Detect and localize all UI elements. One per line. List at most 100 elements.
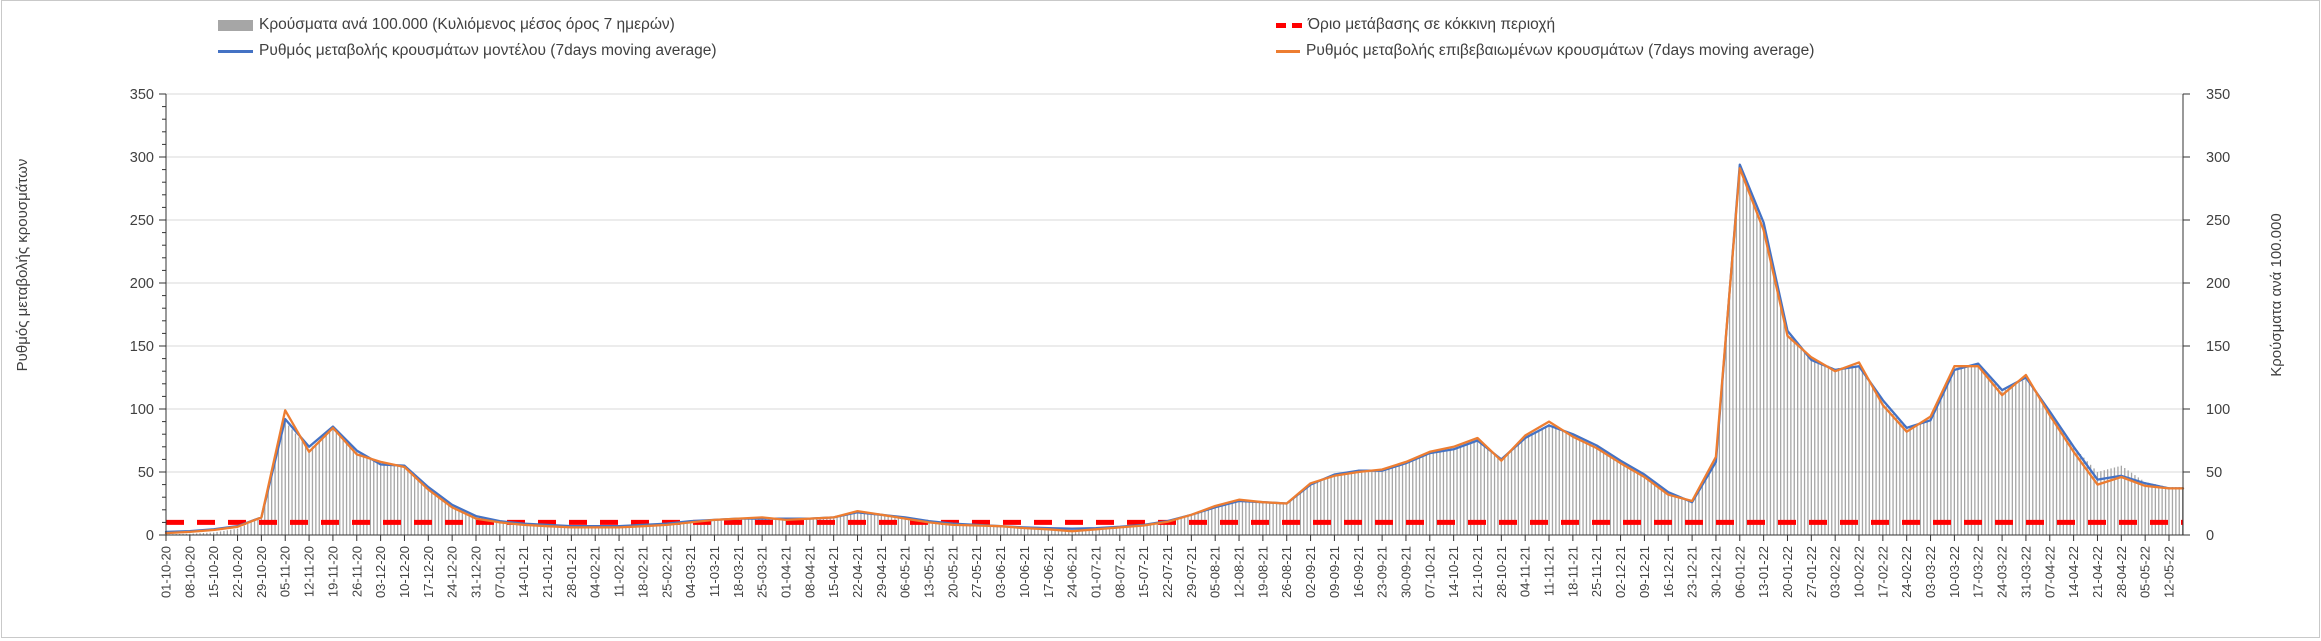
- svg-text:18-03-21: 18-03-21: [731, 546, 746, 598]
- svg-text:03-03-22: 03-03-22: [1923, 546, 1938, 598]
- svg-text:24-03-22: 24-03-22: [1995, 546, 2010, 598]
- svg-text:25-03-21: 25-03-21: [755, 546, 770, 598]
- legend-label: Ρυθμός μεταβολής επιβεβαιωμένων κρουσμάτ…: [1306, 42, 1815, 59]
- legend-item-red-zone-threshold: Όριο μετάβασης σε κόκκινη περιοχή: [1276, 15, 1555, 35]
- svg-text:10-12-20: 10-12-20: [397, 546, 412, 598]
- svg-text:26-08-21: 26-08-21: [1279, 546, 1294, 598]
- svg-text:09-12-21: 09-12-21: [1637, 546, 1652, 598]
- svg-text:07-04-22: 07-04-22: [2042, 546, 2057, 598]
- svg-text:19-08-21: 19-08-21: [1255, 546, 1270, 598]
- svg-text:21-04-22: 21-04-22: [2090, 546, 2105, 598]
- svg-text:02-09-21: 02-09-21: [1303, 546, 1318, 598]
- svg-text:15-07-21: 15-07-21: [1136, 546, 1151, 598]
- svg-text:01-04-21: 01-04-21: [778, 546, 793, 598]
- svg-text:12-11-20: 12-11-20: [302, 546, 317, 597]
- svg-text:22-10-20: 22-10-20: [230, 546, 245, 598]
- svg-text:13-05-21: 13-05-21: [922, 546, 937, 598]
- svg-text:28-01-21: 28-01-21: [564, 546, 579, 598]
- cases-bars: [165, 167, 2184, 536]
- svg-text:50: 50: [138, 465, 154, 481]
- svg-text:150: 150: [130, 339, 154, 355]
- legend-label: Όριο μετάβασης σε κόκκινη περιοχή: [1308, 16, 1556, 33]
- svg-text:06-01-22: 06-01-22: [1732, 546, 1747, 598]
- svg-text:15-04-21: 15-04-21: [826, 546, 841, 598]
- svg-text:17-12-20: 17-12-20: [421, 546, 436, 598]
- legend-label: Ρυθμός μεταβολής κρουσμάτων μοντέλου (7d…: [259, 42, 717, 59]
- svg-text:250: 250: [130, 213, 154, 229]
- svg-text:29-10-20: 29-10-20: [254, 546, 269, 598]
- svg-text:15-10-20: 15-10-20: [206, 546, 221, 598]
- dashed-line-swatch-icon: [1276, 22, 1302, 28]
- svg-text:11-11-21: 11-11-21: [1542, 546, 1557, 596]
- svg-text:22-07-21: 22-07-21: [1160, 546, 1175, 598]
- svg-text:50: 50: [2206, 465, 2222, 481]
- svg-text:100: 100: [130, 402, 154, 418]
- svg-text:04-11-21: 04-11-21: [1518, 546, 1533, 597]
- svg-text:21-10-21: 21-10-21: [1470, 546, 1485, 598]
- svg-text:18-02-21: 18-02-21: [635, 546, 650, 598]
- svg-text:300: 300: [2206, 150, 2230, 166]
- svg-text:23-09-21: 23-09-21: [1375, 546, 1390, 598]
- svg-text:250: 250: [2206, 213, 2230, 229]
- line-swatch-icon: [218, 49, 253, 53]
- svg-text:24-06-21: 24-06-21: [1065, 546, 1080, 598]
- legend-item-cases-per-100k: Κρούσματα ανά 100.000 (Κυλιόμενος μέσος …: [218, 15, 675, 35]
- svg-text:16-12-21: 16-12-21: [1661, 546, 1676, 598]
- svg-text:22-04-21: 22-04-21: [850, 546, 865, 598]
- bar-swatch-icon: [218, 19, 253, 31]
- svg-text:28-10-21: 28-10-21: [1494, 546, 1509, 598]
- svg-text:350: 350: [2206, 87, 2230, 103]
- line-swatch-icon: [1276, 49, 1300, 53]
- svg-text:25-11-21: 25-11-21: [1589, 546, 1604, 597]
- svg-text:10-06-21: 10-06-21: [1017, 546, 1032, 598]
- svg-text:0: 0: [146, 528, 154, 544]
- svg-text:24-02-22: 24-02-22: [1899, 546, 1914, 598]
- svg-text:26-11-20: 26-11-20: [349, 546, 364, 597]
- svg-text:06-05-21: 06-05-21: [898, 546, 913, 598]
- svg-text:27-05-21: 27-05-21: [969, 546, 984, 598]
- svg-text:05-08-21: 05-08-21: [1208, 546, 1223, 598]
- svg-text:30-12-21: 30-12-21: [1708, 546, 1723, 598]
- svg-text:14-01-21: 14-01-21: [516, 546, 531, 598]
- svg-text:19-11-20: 19-11-20: [325, 546, 340, 597]
- svg-text:27-01-22: 27-01-22: [1804, 546, 1819, 598]
- svg-text:31-12-20: 31-12-20: [468, 546, 483, 598]
- svg-text:03-06-21: 03-06-21: [993, 546, 1008, 598]
- svg-text:16-09-21: 16-09-21: [1351, 546, 1366, 598]
- svg-text:12-05-22: 12-05-22: [2162, 546, 2177, 598]
- svg-text:24-12-20: 24-12-20: [445, 546, 460, 598]
- confirmed-rate-line: [164, 167, 2185, 535]
- svg-text:08-04-21: 08-04-21: [802, 546, 817, 598]
- svg-text:17-06-21: 17-06-21: [1041, 546, 1056, 598]
- legend-item-confirmed-rate: Ρυθμός μεταβολής επιβεβαιωμένων κρουσμάτ…: [1276, 41, 1814, 61]
- svg-text:200: 200: [130, 276, 154, 292]
- svg-text:03-12-20: 03-12-20: [373, 546, 388, 598]
- left-axis-title: Ρυθμός μεταβολής κρουσμάτων: [14, 159, 31, 372]
- svg-text:23-12-21: 23-12-21: [1685, 546, 1700, 598]
- svg-text:05-05-22: 05-05-22: [2138, 546, 2153, 598]
- svg-text:10-03-22: 10-03-22: [1947, 546, 1962, 598]
- svg-text:12-08-21: 12-08-21: [1232, 546, 1247, 598]
- svg-text:100: 100: [2206, 402, 2230, 418]
- svg-text:01-07-21: 01-07-21: [1088, 546, 1103, 598]
- svg-text:11-02-21: 11-02-21: [612, 546, 627, 597]
- svg-text:300: 300: [130, 150, 154, 166]
- svg-text:07-10-21: 07-10-21: [1422, 546, 1437, 598]
- svg-text:350: 350: [130, 87, 154, 103]
- legend-item-model-rate: Ρυθμός μεταβολής κρουσμάτων μοντέλου (7d…: [218, 41, 717, 61]
- svg-text:04-02-21: 04-02-21: [588, 546, 603, 598]
- axes: [159, 93, 2190, 541]
- svg-text:21-01-21: 21-01-21: [540, 546, 555, 598]
- svg-text:07-01-21: 07-01-21: [492, 546, 507, 598]
- svg-text:10-02-22: 10-02-22: [1852, 546, 1867, 598]
- legend-label: Κρούσματα ανά 100.000 (Κυλιόμενος μέσος …: [259, 16, 675, 33]
- svg-text:17-02-22: 17-02-22: [1875, 546, 1890, 598]
- svg-text:28-04-22: 28-04-22: [2114, 546, 2129, 598]
- y-axis-labels: 0 0 50 50 100 100 150 150 200 200 250 250 300 300 350 3…: [130, 87, 2230, 544]
- svg-text:20-01-22: 20-01-22: [1780, 546, 1795, 598]
- svg-text:09-09-21: 09-09-21: [1327, 546, 1342, 598]
- svg-text:11-03-21: 11-03-21: [707, 546, 722, 597]
